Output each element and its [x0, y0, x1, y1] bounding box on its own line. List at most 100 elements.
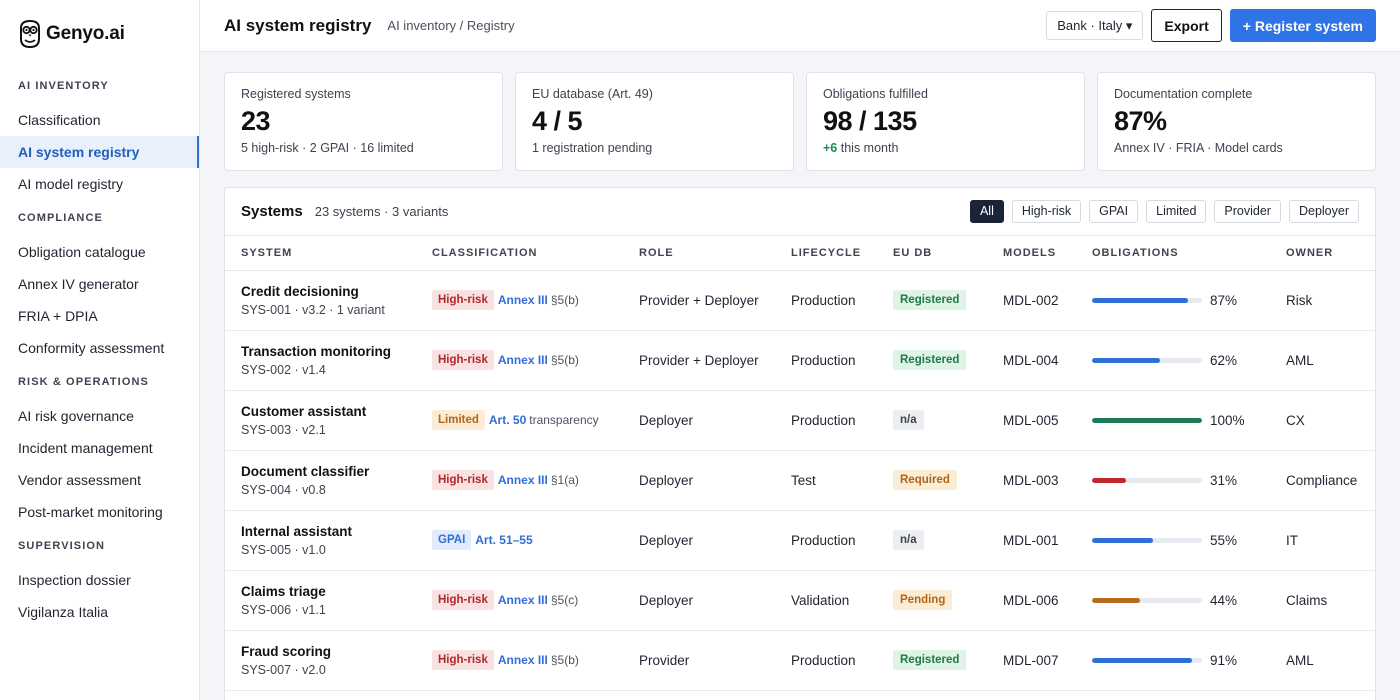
breadcrumb[interactable]: AI inventory / Registry — [387, 18, 515, 33]
model-cell[interactable]: MDL-003 — [987, 450, 1076, 511]
eu-db-status-badge: Registered — [893, 290, 967, 310]
progress-bar-fill — [1092, 417, 1202, 423]
filter-chip-deployer[interactable]: Deployer — [1288, 200, 1359, 223]
progress-percent: 87% — [1210, 292, 1238, 308]
obligations-cell: 91% — [1076, 630, 1270, 691]
model-cell[interactable]: MDL-001 — [987, 510, 1076, 571]
sidebar-item-fria-dpia[interactable]: FRIA + DPIA — [18, 308, 98, 324]
model-cell[interactable]: MDL-007 — [987, 630, 1076, 691]
risk-tag: GPAI — [432, 530, 472, 550]
legal-reference-link[interactable]: Annex III — [497, 293, 548, 307]
owner-cell: CX — [1270, 390, 1375, 451]
lifecycle-cell: Production — [775, 270, 877, 331]
risk-tag: High-risk — [432, 350, 494, 370]
system-name[interactable]: Claims triage — [241, 583, 326, 599]
filter-chip-provider[interactable]: Provider — [1214, 200, 1281, 223]
column-header-lifecycle: LIFECYCLE — [775, 236, 877, 271]
stat-card-registered: Registered systems 23 5 high-risk · 2 GP… — [224, 72, 503, 171]
sidebar-item-annex-iv-generator[interactable]: Annex IV generator — [18, 276, 139, 292]
sidebar-item-vendor-assessment[interactable]: Vendor assessment — [18, 472, 141, 488]
eu-db-cell: Required — [877, 450, 987, 511]
system-cell: Fraud scoring SYS-007 · v2.0 — [225, 630, 416, 691]
nav-section-ai-inventory: AI INVENTORY — [18, 80, 109, 92]
system-meta: SYS-005 · v1.0 — [241, 542, 326, 557]
legal-reference-detail: §5(b) — [550, 653, 579, 667]
sidebar-item-ai-risk-governance[interactable]: AI risk governance — [18, 408, 134, 424]
sidebar-item-vigilanza-italia[interactable]: Vigilanza Italia — [18, 604, 109, 620]
filter-chips: All High-risk GPAI Limited Provider Deployer — [969, 200, 1359, 223]
sidebar-item-post-market-monitoring[interactable]: Post-market monitoring — [18, 504, 163, 520]
table-row[interactable]: Fraud scoring SYS-007 · v2.0 High-risk Anne… — [225, 630, 1375, 691]
filter-chip-limited[interactable]: Limited — [1146, 200, 1207, 223]
progress-bar — [1092, 657, 1202, 663]
eu-db-status-badge: Registered — [893, 350, 967, 370]
risk-tag: High-risk — [432, 590, 494, 610]
table-row[interactable]: Claims triage SYS-006 · v1.1 High-risk Anne… — [225, 570, 1375, 631]
legal-reference-link[interactable]: Art. 51–55 — [475, 533, 533, 547]
sidebar-item-conformity-assessment[interactable]: Conformity assessment — [18, 340, 165, 356]
system-meta: SYS-007 · v2.0 — [241, 662, 326, 677]
system-name[interactable]: Internal assistant — [241, 523, 353, 539]
system-name[interactable]: Credit decisioning — [241, 283, 359, 299]
obligations-progress: 44% — [1092, 593, 1270, 608]
progress-percent: 44% — [1210, 592, 1238, 608]
system-meta: SYS-003 · v2.1 — [241, 422, 326, 437]
legal-reference-link[interactable]: Annex III — [497, 593, 548, 607]
system-cell: Document classifier SYS-004 · v0.8 — [225, 450, 416, 511]
table-row[interactable]: Customer assistant SYS-003 · v2.1 Limited A… — [225, 390, 1375, 451]
system-cell: Internal assistant SYS-005 · v1.0 — [225, 510, 416, 571]
system-name[interactable]: Fraud scoring — [241, 643, 332, 659]
system-cell: Transaction monitoring SYS-002 · v1.4 — [225, 330, 416, 391]
filter-chip-high-risk[interactable]: High-risk — [1011, 200, 1082, 223]
column-header-obligations: OBLIGATIONS — [1076, 236, 1270, 271]
progress-bar-fill — [1092, 537, 1153, 543]
progress-percent: 100% — [1210, 412, 1245, 428]
lifecycle-cell: Production — [775, 510, 877, 571]
role-cell: Provider + Deployer — [623, 330, 775, 391]
column-header-eu-db: EU DB — [877, 236, 987, 271]
classification-cell: GPAI Art. 51–55 — [416, 510, 623, 571]
system-cell: Claims triage SYS-006 · v1.1 — [225, 570, 416, 631]
system-name[interactable]: Document classifier — [241, 463, 370, 479]
system-name[interactable]: Transaction monitoring — [241, 343, 392, 359]
legal-reference-link[interactable]: Annex III — [497, 473, 548, 487]
table-row[interactable]: Document classifier SYS-004 · v0.8 High-ri… — [225, 450, 1375, 511]
sidebar-item-obligation-catalogue[interactable]: Obligation catalogue — [18, 244, 146, 260]
stat-label: Documentation complete — [1114, 87, 1253, 101]
role-cell: Deployer — [623, 510, 775, 571]
export-button[interactable]: Export — [1151, 9, 1222, 42]
filter-chip-all[interactable]: All — [969, 200, 1004, 223]
model-cell[interactable]: MDL-004 — [987, 330, 1076, 391]
system-meta: SYS-004 · v0.8 — [241, 482, 326, 497]
obligations-progress: 55% — [1092, 533, 1270, 548]
progress-bar-fill — [1092, 477, 1127, 483]
legal-reference-link[interactable]: Annex III — [497, 653, 548, 667]
legal-reference-detail: §5(b) — [550, 293, 579, 307]
sidebar-item-ai-system-registry[interactable]: AI system registry — [0, 136, 199, 168]
stat-label: Obligations fulfilled — [823, 87, 928, 101]
legal-reference-detail: transparency — [529, 413, 599, 427]
sidebar-item-inspection-dossier[interactable]: Inspection dossier — [18, 572, 131, 588]
filter-chip-gpai[interactable]: GPAI — [1089, 200, 1139, 223]
model-cell[interactable]: MDL-005 — [987, 390, 1076, 451]
progress-bar — [1092, 297, 1202, 303]
system-cell: Credit decisioning SYS-001 · v3.2 · 1 var… — [225, 270, 416, 331]
sidebar-item-classification[interactable]: Classification — [18, 112, 101, 128]
sidebar-item-incident-management[interactable]: Incident management — [18, 440, 153, 456]
legal-reference-link[interactable]: Annex III — [497, 353, 548, 367]
model-cell[interactable]: MDL-002 — [987, 270, 1076, 331]
systems-panel: Systems 23 systems · 3 variants All High-… — [224, 187, 1376, 700]
system-name[interactable]: Customer assistant — [241, 403, 367, 419]
tenant-selector[interactable]: Bank · Italy ▾ — [1046, 11, 1144, 40]
stat-card-documentation: Documentation complete 87% Annex IV · FR… — [1097, 72, 1376, 171]
legal-reference-link[interactable]: Art. 50 — [488, 413, 527, 427]
table-row[interactable]: Credit decisioning SYS-001 · v3.2 · 1 var… — [225, 270, 1375, 331]
table-row[interactable]: Internal assistant SYS-005 · v1.0 GPAI Art.… — [225, 510, 1375, 571]
table-row[interactable]: Transaction monitoring SYS-002 · v1.4 High… — [225, 330, 1375, 391]
model-cell[interactable]: MDL-006 — [987, 570, 1076, 631]
brand-logo[interactable]: Genyo.ai — [0, 0, 199, 68]
eu-db-status-badge: Pending — [893, 590, 953, 610]
risk-tag: High-risk — [432, 650, 494, 670]
register-system-button[interactable]: + Register system — [1229, 9, 1376, 42]
sidebar-item-ai-model-registry[interactable]: AI model registry — [18, 176, 124, 192]
